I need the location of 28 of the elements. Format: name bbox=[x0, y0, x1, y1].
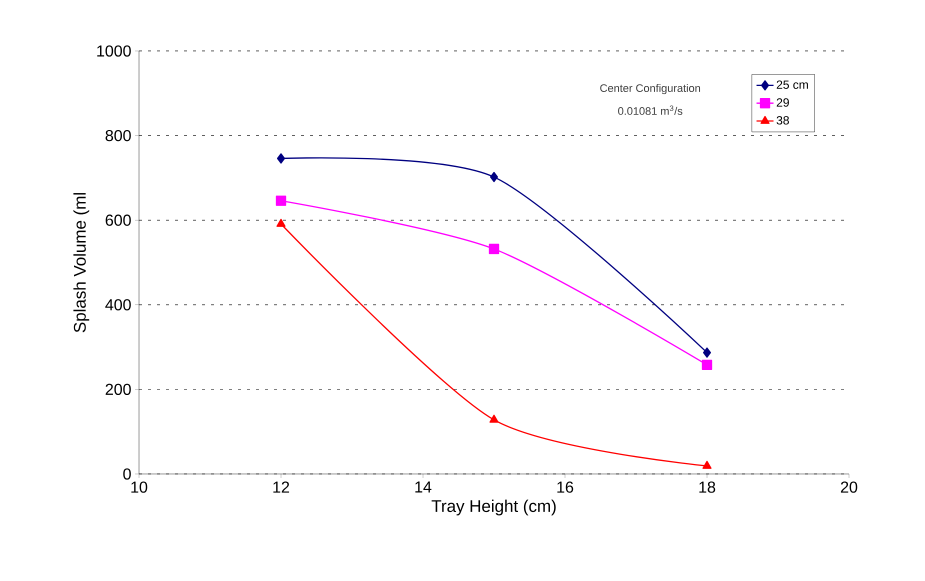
point bbox=[276, 218, 286, 227]
x-tick-label: 10 bbox=[131, 482, 148, 493]
point bbox=[489, 414, 499, 423]
y-tick-label: 800 bbox=[106, 130, 131, 142]
x-tick-label: 14 bbox=[415, 482, 432, 492]
point bbox=[276, 153, 286, 164]
y-tick-label: 200 bbox=[106, 384, 131, 396]
annotation: 0.01081 m$^{3}$/s bbox=[618, 105, 682, 115]
annotation: Center Configuration bbox=[600, 84, 700, 94]
y-tick-label: 400 bbox=[105, 299, 131, 310]
x-tick-label: 16 bbox=[557, 482, 574, 493]
point bbox=[702, 347, 712, 358]
x-axis-title: Tray Height (cm) bbox=[432, 500, 556, 516]
y-tick-label: 600 bbox=[106, 214, 131, 226]
legend-label: 29 bbox=[776, 98, 789, 107]
x-tick-label: 18 bbox=[699, 482, 716, 493]
legend-label: 25 cm bbox=[776, 80, 808, 89]
point bbox=[702, 460, 712, 469]
point bbox=[488, 244, 500, 254]
point bbox=[276, 196, 286, 206]
point bbox=[702, 360, 712, 370]
x-tick-label: 12 bbox=[273, 482, 290, 493]
y-axis-title: Splash Volume (ml bbox=[73, 193, 90, 332]
y-tick-label: 0 bbox=[123, 468, 131, 480]
point bbox=[490, 172, 498, 182]
legend-label: 38 bbox=[776, 116, 789, 125]
y-tick-label: 1000 bbox=[97, 45, 131, 57]
x-tick-label: 20 bbox=[840, 482, 858, 493]
